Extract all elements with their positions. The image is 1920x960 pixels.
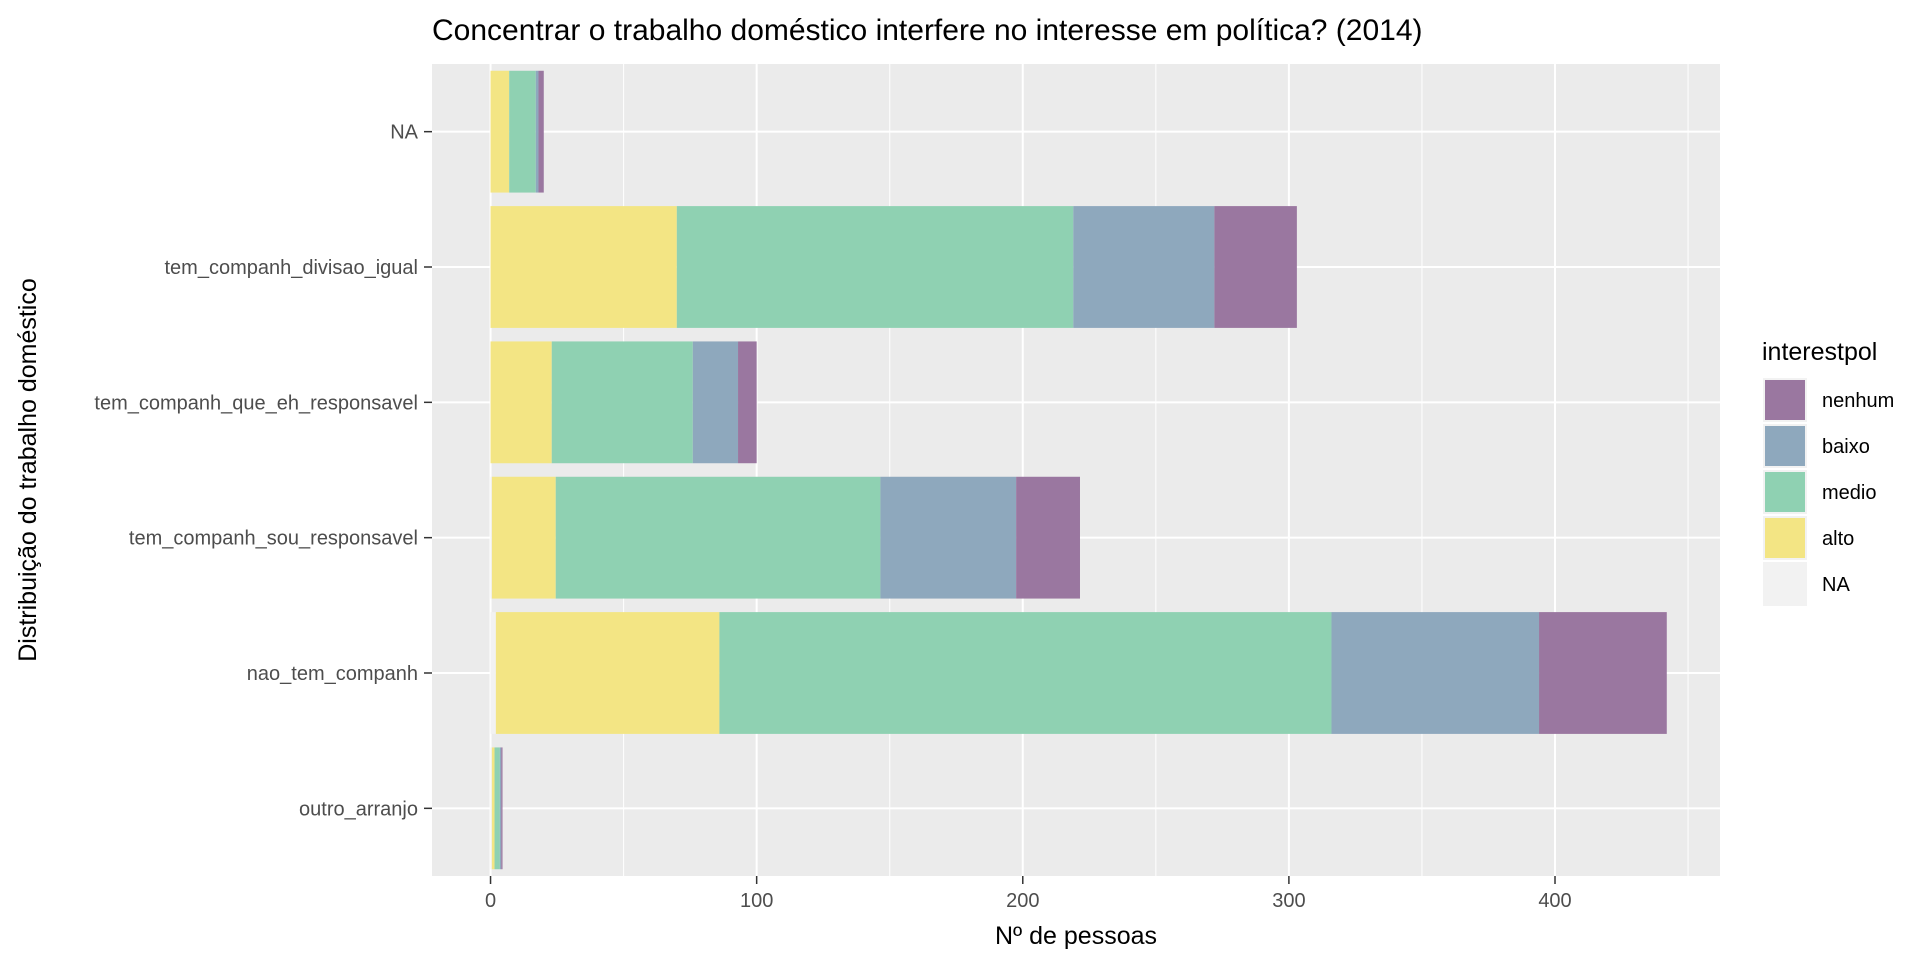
- legend-swatch-nenhum: [1765, 380, 1805, 420]
- x-axis: 0 100 200 300 400: [485, 876, 1572, 912]
- plot-panel: [432, 64, 1720, 876]
- bar-tem_companh_sou_responsavel-NA: [490, 476, 492, 599]
- bar-tem_companh_divisao_igual-baixo: [1073, 206, 1215, 328]
- bar-nao_tem_companh-nenhum: [1539, 612, 1667, 734]
- bar-nao_tem_companh-medio: [719, 612, 1332, 734]
- y-tick-label: NA: [390, 122, 418, 144]
- bar-nao_tem_companh-NA: [490, 612, 496, 734]
- bar-outro_arranjo-medio: [494, 747, 500, 870]
- bar-tem_companh_que_eh_responsavel-medio: [551, 341, 693, 464]
- bar-tem_companh_que_eh_responsavel-baixo: [692, 341, 739, 464]
- bar-tem_companh_sou_responsavel-medio: [555, 476, 881, 599]
- y-tick-label: tem_companh_sou_responsavel: [129, 528, 418, 550]
- legend-label-nenhum: nenhum: [1822, 390, 1894, 412]
- bar-tem_companh_divisao_igual-medio: [676, 206, 1074, 328]
- bar-tem_companh_que_eh_responsavel-alto: [490, 341, 552, 464]
- bar-tem_companh_divisao_igual-alto: [490, 206, 677, 328]
- bar-outro_arranjo-NA: [490, 747, 492, 870]
- legend-label-NA: NA: [1822, 574, 1850, 596]
- bar-NA-nenhum: [538, 70, 544, 193]
- bar-tem_companh_que_eh_responsavel-nenhum: [738, 341, 757, 464]
- legend-label-alto: alto: [1822, 528, 1854, 550]
- bars: [490, 70, 1667, 870]
- legend: interestpol nenhum baixo medio alto NA: [1762, 338, 1894, 606]
- legend-swatch-medio: [1765, 472, 1805, 512]
- bar-nao_tem_companh-baixo: [1331, 612, 1540, 734]
- legend-swatch-NA: [1765, 564, 1805, 604]
- chart-title: Concentrar o trabalho doméstico interfer…: [432, 14, 1423, 47]
- bar-tem_companh_sou_responsavel-baixo: [880, 476, 1017, 599]
- bar-outro_arranjo-baixo: [499, 747, 502, 870]
- legend-swatch-baixo: [1765, 426, 1805, 466]
- y-axis: NA tem_companh_divisao_igual tem_companh_q…: [94, 122, 432, 820]
- bar-tem_companh_sou_responsavel-alto: [491, 476, 556, 599]
- bar-nao_tem_companh-alto: [495, 612, 720, 734]
- legend-label-baixo: baixo: [1822, 436, 1870, 458]
- y-tick-label: outro_arranjo: [299, 798, 418, 820]
- y-tick-label: nao_tem_companh: [247, 663, 418, 685]
- bar-outro_arranjo-nenhum: [501, 747, 503, 870]
- grid-minor: [623, 64, 1689, 876]
- bar-NA-alto: [490, 70, 510, 193]
- bar-NA-baixo: [535, 70, 539, 193]
- bar-NA-medio: [509, 70, 536, 193]
- y-tick-label: tem_companh_divisao_igual: [165, 257, 419, 279]
- y-tick-label: tem_companh_que_eh_responsavel: [94, 392, 418, 414]
- x-tick-label: 0: [485, 890, 496, 912]
- x-tick-label: 200: [1006, 890, 1039, 912]
- bar-outro_arranjo-alto: [491, 747, 495, 870]
- y-axis-title: Distribuição do trabalho doméstico: [14, 278, 42, 662]
- legend-label-medio: medio: [1822, 482, 1876, 504]
- x-axis-title: Nº de pessoas: [995, 922, 1157, 950]
- x-tick-label: 400: [1538, 890, 1571, 912]
- x-tick-label: 100: [740, 890, 773, 912]
- x-tick-label: 300: [1272, 890, 1305, 912]
- bar-tem_companh_sou_responsavel-nenhum: [1016, 476, 1080, 599]
- legend-title: interestpol: [1762, 338, 1877, 366]
- bar-tem_companh_divisao_igual-nenhum: [1214, 206, 1297, 328]
- legend-swatch-alto: [1765, 518, 1805, 558]
